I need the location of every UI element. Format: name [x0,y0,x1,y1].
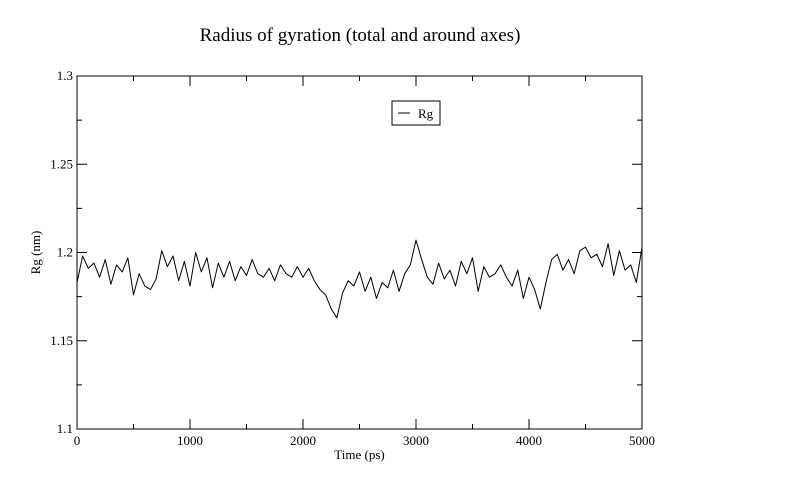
x-tick-label: 3000 [403,433,429,448]
axis-ticks [76,75,643,430]
x-tick-label: 4000 [516,433,542,448]
x-tick-label: 5000 [629,433,655,448]
x-axis-label: Time (ps) [334,447,384,462]
y-axis-label: Rg (nm) [28,231,43,275]
y-tick-label: 1.1 [57,421,73,436]
x-tick-label: 1000 [177,433,203,448]
y-tick-label: 1.2 [57,245,73,260]
chart-title: Radius of gyration (total and around axe… [200,25,521,46]
legend-label-rg: Rg [418,106,434,121]
legend: Rg [391,100,441,126]
x-tick-label: 0 [74,433,81,448]
y-tick-label: 1.25 [50,156,73,171]
y-tick-label: 1.3 [57,68,73,83]
x-tick-label: 2000 [290,433,316,448]
series-line-rg [76,239,643,319]
axis-tick-labels: 0 1000 2000 3000 4000 5000 1.1 1.15 1.2 1.25 1.3 [50,68,655,448]
y-tick-label: 1.15 [50,333,73,348]
